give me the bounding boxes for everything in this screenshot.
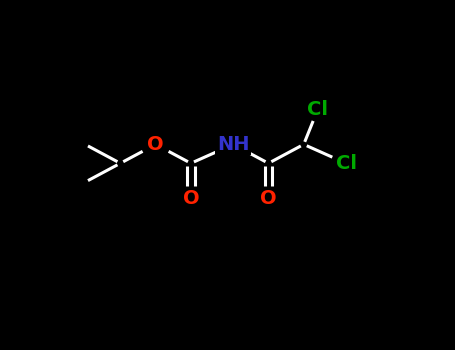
Text: NH: NH — [217, 135, 249, 154]
Text: Cl: Cl — [335, 154, 357, 173]
Text: O: O — [260, 189, 277, 208]
Text: O: O — [182, 189, 199, 208]
Text: O: O — [147, 135, 164, 154]
Text: Cl: Cl — [307, 100, 329, 119]
